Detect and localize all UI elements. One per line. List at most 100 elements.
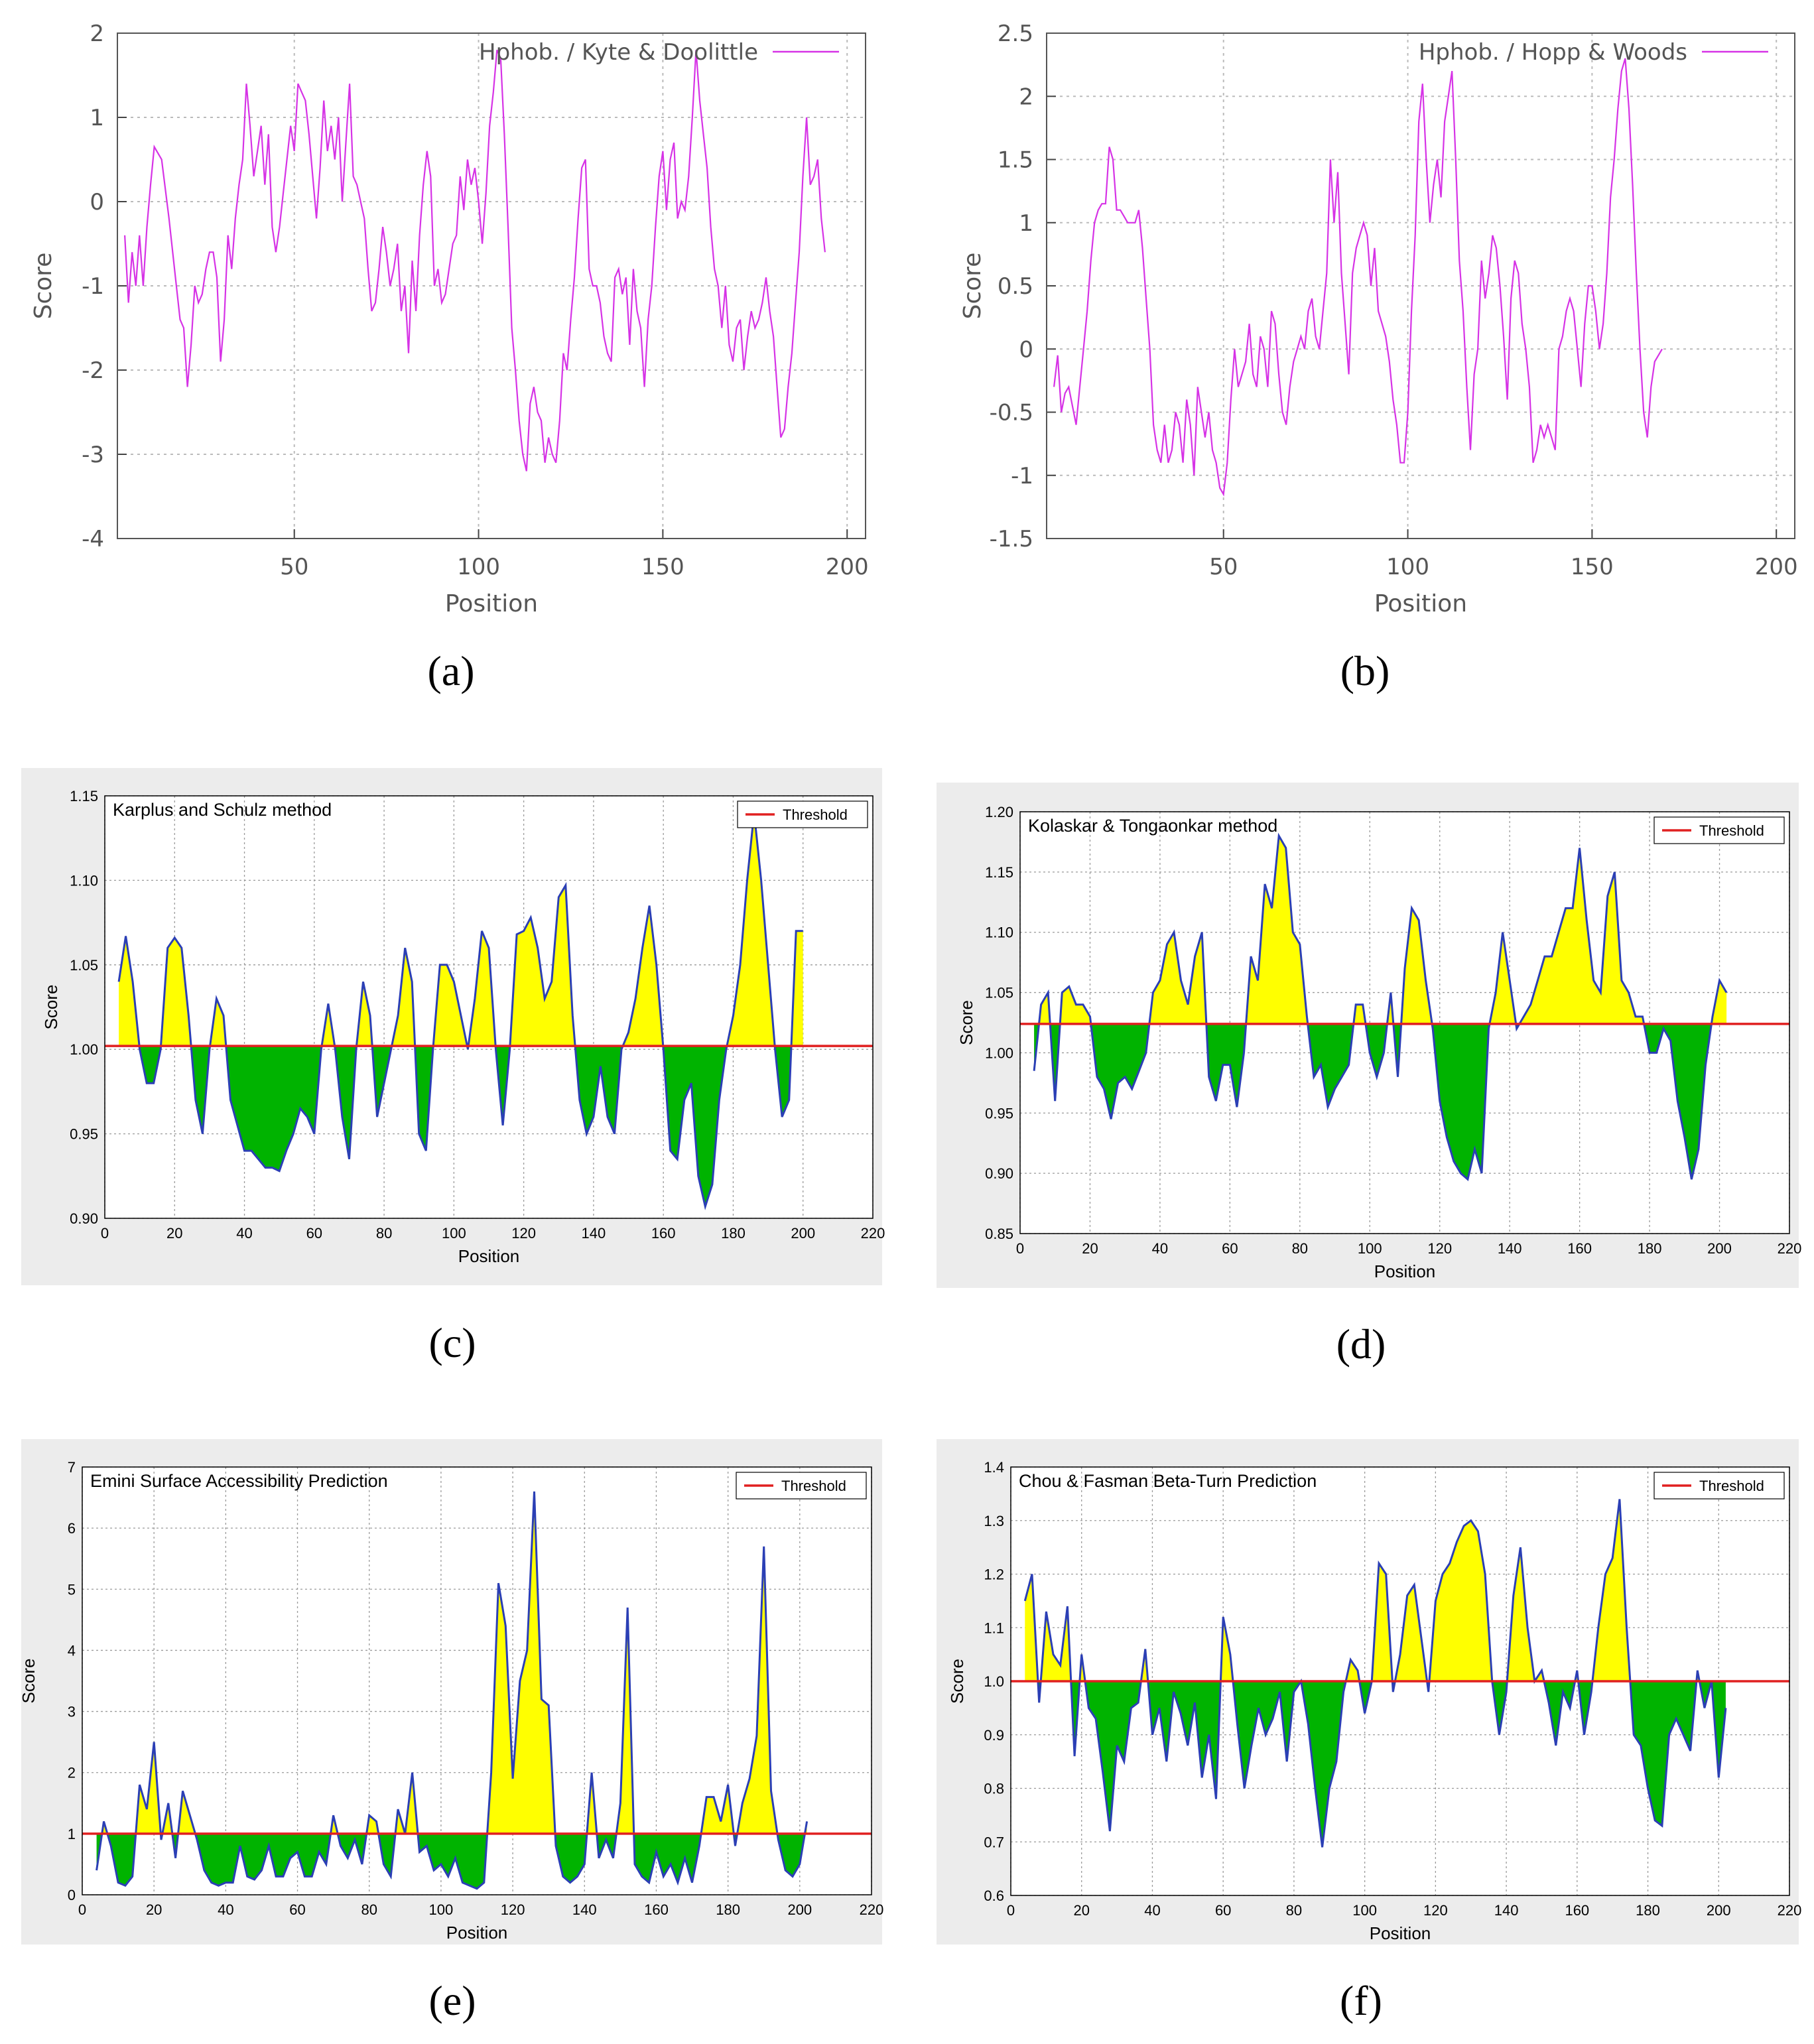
below-threshold-area [1034, 1023, 1712, 1180]
x-tick-label: 140 [582, 1225, 606, 1242]
y-tick-label: 0.9 [984, 1727, 1004, 1744]
y-tick-label: 4 [68, 1642, 76, 1659]
y-tick-label: -3 [82, 442, 104, 468]
x-tick-label: 80 [361, 1901, 377, 1918]
chart-kyte-doolittle: 50 100 150 200 -4 -3 -2 -1 0 1 2 Hphob. / Kyte & Do… [30, 21, 869, 617]
x-tick-label: 80 [376, 1225, 392, 1242]
y-tick-label: 1.2 [984, 1566, 1004, 1583]
y-tick-label: 1.15 [985, 864, 1013, 881]
x-tick-label: 100 [1386, 554, 1429, 580]
x-axis-label: Position [445, 590, 538, 617]
x-tick-label: 120 [511, 1225, 536, 1242]
y-tick-label: 0 [68, 1887, 76, 1903]
x-tick-label: 140 [572, 1901, 597, 1918]
x-tick-label: 120 [501, 1901, 525, 1918]
y-tick-label: 1.5 [998, 147, 1033, 174]
plot-frame [1046, 32, 1795, 539]
x-tick-label: 180 [721, 1225, 745, 1242]
x-tick-label: 200 [1755, 554, 1798, 580]
x-tick-label: 200 [1707, 1240, 1732, 1257]
y-tick-label: -1.5 [990, 526, 1033, 552]
above-threshold-area [1025, 1499, 1726, 1681]
y-tick-label: 1 [68, 1826, 76, 1842]
y-axis-label: Score [956, 1000, 976, 1045]
x-tick-label: 100 [1352, 1902, 1377, 1919]
x-tick-label: 140 [1498, 1240, 1522, 1257]
x-tick-label: 100 [442, 1225, 466, 1242]
x-tick-label: 80 [1292, 1240, 1308, 1257]
caption-b: (b) [1340, 647, 1390, 694]
y-tick-label: 0 [1019, 336, 1033, 363]
x-tick-label: 0 [1016, 1240, 1024, 1257]
y-tick-label: 1.00 [985, 1045, 1013, 1061]
x-tick-label: 60 [1222, 1240, 1238, 1257]
x-tick-label: 40 [1152, 1240, 1168, 1257]
plot-frame [1019, 811, 1790, 1234]
y-tick-label: -1 [1011, 463, 1033, 489]
plot-frame [1010, 1466, 1790, 1896]
y-tick-label: 1.10 [70, 872, 98, 889]
caption-d: (d) [1336, 1320, 1386, 1368]
panel-c: 0 20 40 60 80 100 120 140 160 180 200 220 0.90 0.95 1.… [21, 768, 885, 1366]
y-tick-label: -0.5 [990, 400, 1033, 426]
x-tick-label: 50 [280, 554, 308, 580]
x-tick-label: 200 [826, 554, 869, 580]
y-tick-label: 1 [1019, 210, 1033, 237]
x-tick-label: 180 [716, 1901, 740, 1918]
panel-f: 0 20 40 60 80 100 120 140 160 180 200 220 0.6 0.7 0.8 0… [937, 1439, 1802, 2036]
series-line [1053, 58, 1663, 497]
x-tick-label: 200 [1707, 1902, 1731, 1919]
x-tick-label: 50 [1209, 554, 1238, 580]
y-tick-label: 2 [1019, 84, 1033, 110]
legend-label: Threshold [781, 1478, 846, 1494]
score-curve [1033, 832, 1728, 1181]
x-tick-label: 0 [101, 1225, 109, 1242]
y-tick-label: 1.4 [984, 1459, 1004, 1476]
score-curve [117, 812, 803, 1210]
series-line [124, 49, 826, 472]
x-tick-label: 220 [1778, 1240, 1802, 1257]
legend-label: Hphob. / Hopp & Woods [1419, 39, 1687, 66]
y-tick-label: 0.95 [985, 1105, 1013, 1121]
y-axis-label: Score [30, 253, 57, 320]
y-axis-label: Score [947, 1659, 967, 1704]
x-tick-label: 40 [1144, 1902, 1160, 1919]
x-tick-label: 160 [644, 1901, 669, 1918]
x-tick-label: 160 [1567, 1240, 1592, 1257]
y-tick-label: 3 [68, 1704, 76, 1720]
y-tick-label: 1.20 [985, 804, 1013, 820]
x-tick-label: 220 [1778, 1902, 1802, 1919]
x-tick-label: 120 [1423, 1902, 1448, 1919]
panel-e: 0 20 40 60 80 100 120 140 160 180 200 220 0 1 2 3 4 5 6 7 Em… [19, 1439, 883, 2036]
y-tick-label: 0.7 [984, 1834, 1004, 1850]
chart-title: Kolaskar & Tongaonkar method [1028, 816, 1277, 836]
y-tick-label: 0.90 [70, 1210, 98, 1227]
y-tick-label: 1.15 [70, 788, 98, 804]
panel-a: 50 100 150 200 -4 -3 -2 -1 0 1 2 Hphob. / Kyte & Do… [0, 0, 889, 694]
x-tick-label: 20 [1073, 1902, 1089, 1919]
y-tick-label: 0.95 [70, 1126, 98, 1143]
plot-frame [117, 32, 866, 539]
x-tick-label: 60 [1215, 1902, 1231, 1919]
score-curve [1023, 1499, 1727, 1848]
y-tick-label: 1.05 [70, 957, 98, 974]
above-threshold-area [1034, 836, 1727, 1024]
panel-b: 50 100 150 200 -1.5 -1 -0.5 0 0.5 1 1.5 2 2.5 Hphob. … [907, 0, 1814, 694]
x-tick-label: 120 [1427, 1240, 1452, 1257]
y-tick-label: 0.90 [985, 1165, 1013, 1182]
y-tick-label: 1 [90, 105, 104, 131]
x-tick-label: 160 [651, 1225, 676, 1242]
below-threshold-area [139, 1046, 792, 1207]
legend-label: Threshold [1699, 822, 1764, 839]
above-threshold-area [119, 812, 803, 1047]
score-curve [96, 1491, 809, 1890]
y-tick-label: 0.6 [984, 1887, 1004, 1904]
x-axis-label: Position [446, 1923, 508, 1943]
below-threshold-area [96, 1833, 807, 1889]
chart-title: Emini Surface Accessibility Prediction [90, 1471, 388, 1491]
x-tick-label: 160 [1565, 1902, 1589, 1919]
y-tick-label: 0.5 [998, 273, 1033, 300]
legend-label: Threshold [783, 806, 848, 823]
x-tick-label: 60 [289, 1901, 305, 1918]
chart-chou-fasman: 0 20 40 60 80 100 120 140 160 180 200 220 0.6 0.7 0.8 0… [937, 1439, 1802, 1945]
